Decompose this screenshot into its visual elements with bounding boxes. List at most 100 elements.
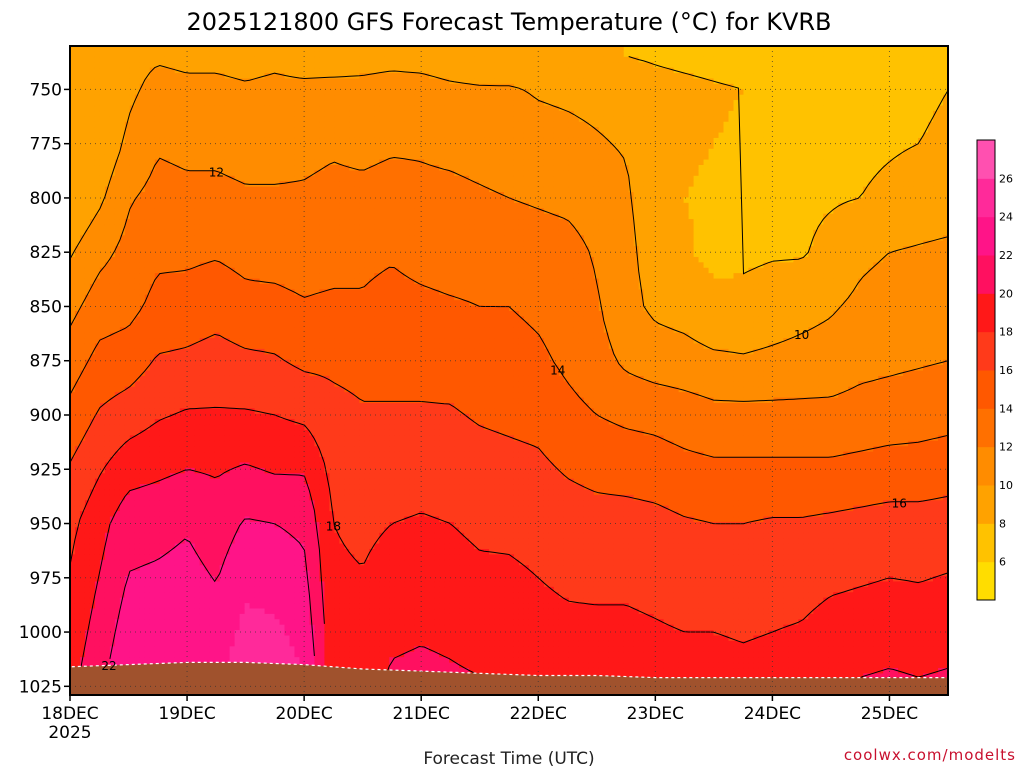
- field-cell: [204, 597, 211, 604]
- field-cell: [174, 500, 181, 507]
- field-cell: [209, 467, 216, 474]
- field-cell: [149, 89, 156, 96]
- field-cell: [249, 159, 256, 166]
- field-cell: [179, 251, 186, 258]
- field-cell: [104, 186, 111, 193]
- field-cell: [244, 365, 251, 372]
- field-cell: [104, 608, 111, 615]
- field-cell: [94, 586, 101, 593]
- field-cell: [209, 62, 216, 69]
- field-cell: [204, 559, 211, 566]
- field-cell: [104, 316, 111, 323]
- field-cell: [184, 110, 191, 117]
- field-cell: [99, 137, 106, 144]
- field-cell: [179, 240, 186, 247]
- field-cell: [134, 473, 141, 480]
- field-cell: [154, 402, 161, 409]
- field-cell: [259, 565, 266, 572]
- field-cell: [119, 505, 126, 512]
- field-cell: [104, 83, 111, 90]
- field-cell: [274, 273, 281, 280]
- field-cell: [74, 51, 81, 58]
- field-cell: [144, 630, 151, 637]
- field-cell: [169, 229, 176, 236]
- field-cell: [269, 110, 276, 117]
- field-cell: [189, 289, 196, 296]
- field-cell: [154, 586, 161, 593]
- field-cell: [70, 300, 76, 307]
- field-cell: [119, 446, 126, 453]
- field-cell: [79, 565, 86, 572]
- field-cell: [154, 381, 161, 388]
- field-cell: [214, 640, 221, 647]
- field-cell: [254, 538, 261, 545]
- field-cell: [70, 51, 76, 58]
- field-cell: [164, 365, 171, 372]
- field-cell: [269, 559, 276, 566]
- field-cell: [79, 213, 86, 220]
- field-cell: [99, 532, 106, 539]
- field-cell: [79, 283, 86, 290]
- field-cell: [224, 343, 231, 350]
- field-cell: [169, 327, 176, 334]
- field-cell: [89, 640, 96, 647]
- field-cell: [144, 170, 151, 177]
- field-cell: [214, 321, 221, 328]
- field-cell: [194, 424, 201, 431]
- field-cell: [234, 348, 241, 355]
- field-cell: [194, 251, 201, 258]
- field-cell: [224, 419, 231, 426]
- field-cell: [199, 224, 206, 231]
- field-cell: [274, 186, 281, 193]
- field-cell: [70, 192, 76, 199]
- field-cell: [259, 154, 266, 161]
- field-cell: [219, 392, 226, 399]
- field-cell: [189, 548, 196, 555]
- field-cell: [109, 78, 116, 85]
- field-cell: [264, 359, 271, 366]
- field-cell: [179, 478, 186, 485]
- field-cell: [249, 148, 256, 155]
- field-cell: [259, 289, 266, 296]
- field-cell: [149, 73, 156, 80]
- field-cell: [159, 408, 166, 415]
- field-cell: [89, 197, 96, 204]
- field-cell: [149, 56, 156, 63]
- field-cell: [199, 370, 206, 377]
- field-cell: [179, 386, 186, 393]
- field-cell: [99, 289, 106, 296]
- field-cell: [114, 484, 121, 491]
- field-cell: [139, 538, 146, 545]
- field-cell: [149, 597, 156, 604]
- field-cell: [174, 100, 181, 107]
- field-cell: [274, 402, 281, 409]
- field-cell: [159, 581, 166, 588]
- field-cell: [144, 402, 151, 409]
- field-cell: [199, 51, 206, 58]
- field-cell: [164, 635, 171, 642]
- field-cell: [169, 619, 176, 626]
- field-cell: [104, 429, 111, 436]
- field-cell: [109, 127, 116, 134]
- field-cell: [74, 630, 81, 637]
- field-cell: [234, 592, 241, 599]
- field-cell: [79, 240, 86, 247]
- field-cell: [144, 327, 151, 334]
- field-cell: [94, 116, 101, 123]
- field-cell: [74, 246, 81, 253]
- field-cell: [74, 429, 81, 436]
- field-cell: [194, 246, 201, 253]
- field-cell: [264, 251, 271, 258]
- field-cell: [104, 256, 111, 263]
- field-cell: [119, 381, 126, 388]
- field-cell: [70, 73, 76, 80]
- field-cell: [184, 289, 191, 296]
- field-cell: [124, 343, 131, 350]
- field-cell: [159, 397, 166, 404]
- field-cell: [154, 127, 161, 134]
- field-cell: [79, 608, 86, 615]
- field-cell: [99, 327, 106, 334]
- field-cell: [269, 603, 276, 610]
- field-cell: [229, 624, 236, 631]
- field-cell: [259, 457, 266, 464]
